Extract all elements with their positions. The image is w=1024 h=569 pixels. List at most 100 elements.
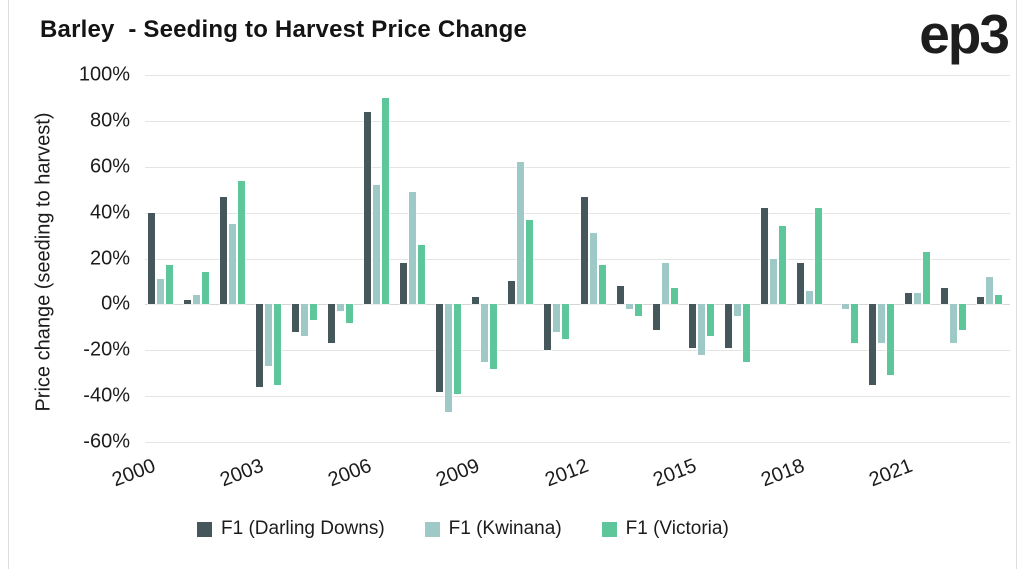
x-tick-label-2012: 2012 [541, 454, 592, 492]
x-tick-label-2006: 2006 [325, 454, 375, 492]
bar-2023-f1-darling-downs- [976, 297, 984, 305]
bar-2014-f1-darling-downs- [652, 304, 660, 330]
bar-2005-f1-kwinana- [337, 304, 345, 312]
bar-2011-f1-darling-downs- [544, 304, 552, 351]
bar-2012-f1-darling-downs- [580, 196, 588, 305]
bar-2018-f1-darling-downs- [796, 263, 804, 305]
bar-2007-f1-kwinana- [409, 191, 417, 305]
bar-2022-f1-kwinana- [949, 304, 957, 344]
y-tick-label: 20% [89, 247, 130, 269]
bar-2010-f1-victoria- [526, 219, 534, 305]
bar-2023-f1-kwinana- [985, 276, 993, 305]
gridline-60 [145, 166, 1010, 168]
legend-item-kwinana: F1 (Kwinana) [424, 518, 562, 540]
bar-2007-f1-darling-downs- [400, 263, 408, 305]
bar-2020-f1-victoria- [886, 304, 894, 376]
bar-2011-f1-victoria- [562, 304, 570, 339]
legend-label: F1 (Kwinana) [448, 518, 562, 539]
y-axis-tick-labels: 100% 80% 60% 40% 20% 0% -20% -40% -60% [0, 64, 130, 453]
bar-2009-f1-kwinana- [481, 304, 489, 362]
bar-2022-f1-darling-downs- [940, 288, 948, 305]
legend-swatch-darling-downs-icon [197, 521, 212, 537]
bar-2002-f1-darling-downs- [220, 196, 228, 305]
y-tick-label: -60% [83, 430, 130, 453]
bar-2001-f1-darling-downs- [184, 299, 192, 305]
bar-2017-f1-victoria- [778, 226, 786, 305]
gridline-80 [145, 120, 1010, 122]
bar-2015-f1-darling-downs- [688, 304, 696, 348]
bar-2012-f1-victoria- [598, 265, 606, 305]
bar-2012-f1-kwinana- [589, 233, 597, 305]
y-tick-label: 60% [89, 155, 130, 178]
bar-2003-f1-kwinana- [265, 304, 273, 367]
ep3-logo: ep3 [919, 3, 1010, 65]
bar-2004-f1-victoria- [310, 304, 318, 321]
bar-2018-f1-kwinana- [805, 290, 813, 305]
x-axis-tick-labels: 2000 2003 2006 2009 2012 2015 2018 2021 [109, 442, 1010, 502]
bar-2005-f1-darling-downs- [328, 304, 336, 344]
bar-2014-f1-kwinana- [661, 263, 669, 305]
bar-2006-f1-darling-downs- [364, 111, 372, 305]
gridline-40 [145, 212, 1010, 214]
bar-2009-f1-darling-downs- [472, 297, 480, 305]
bar-2005-f1-victoria- [346, 304, 354, 323]
gridline--60 [145, 442, 1010, 443]
bar-2007-f1-victoria- [418, 244, 426, 305]
gridline--40 [145, 396, 1010, 398]
y-tick-label: 100% [78, 63, 130, 86]
bar-2016-f1-kwinana- [733, 304, 741, 316]
bar-2008-f1-kwinana- [445, 304, 453, 413]
gridline-100 [145, 75, 1010, 76]
bar-2001-f1-victoria- [202, 272, 210, 305]
bar-2000-f1-darling-downs- [148, 212, 155, 305]
bar-2019-f1-victoria- [850, 304, 858, 344]
bar-2003-f1-darling-downs- [256, 304, 264, 387]
legend-swatch-victoria-icon [601, 521, 617, 537]
bar-2006-f1-kwinana- [373, 185, 381, 305]
bar-2021-f1-darling-downs- [904, 292, 912, 305]
bar-2020-f1-kwinana- [877, 304, 885, 344]
bar-2020-f1-darling-downs- [868, 304, 876, 385]
legend: F1 (Darling Downs) F1 (Kwinana) F1 (Vict… [197, 518, 729, 540]
bar-2014-f1-victoria- [670, 288, 678, 305]
bar-2015-f1-victoria- [706, 304, 714, 337]
bar-2013-f1-darling-downs- [616, 286, 624, 305]
y-tick-label: 80% [89, 109, 130, 132]
gridline-20 [145, 258, 1010, 260]
bar-2017-f1-darling-downs- [760, 208, 768, 305]
bar-2001-f1-kwinana- [193, 295, 201, 305]
legend-item-victoria: F1 (Victoria) [601, 518, 729, 540]
x-tick-label-2015: 2015 [649, 454, 700, 492]
bar-2002-f1-kwinana- [229, 224, 237, 305]
bar-2016-f1-victoria- [742, 304, 750, 362]
bar-2008-f1-victoria- [454, 304, 462, 394]
bar-2023-f1-victoria- [994, 295, 1002, 305]
plot-area [145, 75, 1010, 443]
bar-2021-f1-victoria- [922, 251, 930, 305]
legend-swatch-kwinana-icon [424, 521, 440, 537]
bar-2013-f1-kwinana- [625, 304, 633, 309]
bar-2003-f1-victoria- [274, 304, 282, 385]
bar-2006-f1-victoria- [382, 97, 390, 305]
bar-2010-f1-kwinana- [517, 162, 525, 305]
x-tick-label-2018: 2018 [757, 454, 808, 492]
bar-2019-f1-kwinana- [841, 304, 849, 309]
y-tick-label: 0% [101, 292, 130, 315]
bar-2021-f1-kwinana- [913, 292, 921, 305]
bar-2010-f1-darling-downs- [508, 281, 516, 305]
chart-title: Barley - Seeding to Harvest Price Change [40, 16, 528, 43]
bar-2013-f1-victoria- [634, 304, 642, 316]
bar-2000-f1-victoria- [166, 265, 173, 305]
y-tick-label: 40% [89, 201, 130, 224]
bar-2004-f1-darling-downs- [292, 304, 300, 332]
x-tick-label-2021: 2021 [865, 454, 916, 492]
bar-2018-f1-victoria- [814, 208, 822, 305]
legend-label: F1 (Darling Downs) [221, 518, 385, 539]
gridline--20 [145, 350, 1010, 352]
bar-2017-f1-kwinana- [769, 258, 777, 305]
bar-2009-f1-victoria- [490, 304, 498, 369]
y-tick-label: -40% [83, 384, 130, 407]
bar-2000-f1-kwinana- [157, 279, 164, 305]
bar-2011-f1-kwinana- [553, 304, 561, 332]
